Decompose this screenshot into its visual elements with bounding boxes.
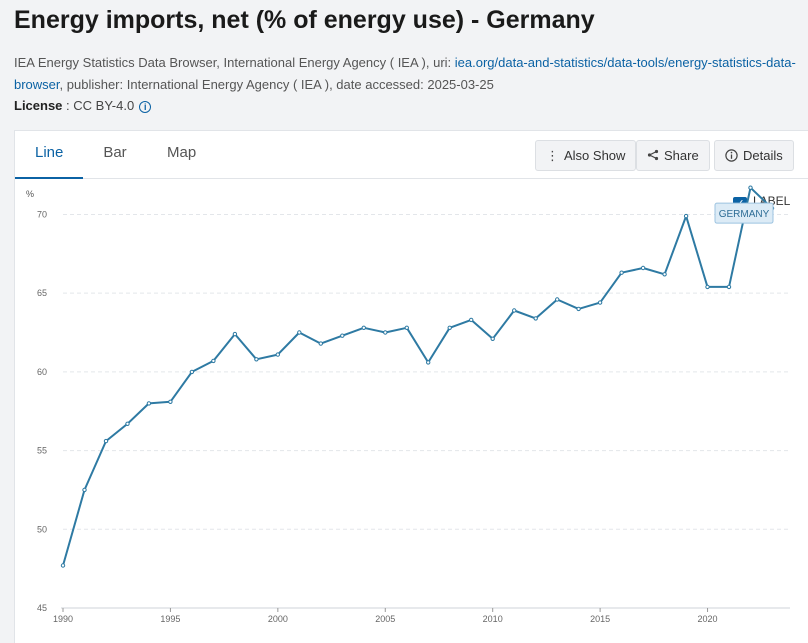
data-point: [683, 213, 689, 219]
data-point: [125, 421, 130, 426]
source-link[interactable]: iea.org/data-and-statistics/data-tools/e…: [14, 55, 796, 92]
data-point: [490, 336, 495, 342]
y-axis-unit-label: %: [26, 189, 34, 199]
data-point: [361, 325, 366, 331]
x-tick-label: 2005: [375, 614, 395, 624]
tab-line[interactable]: Line: [15, 131, 83, 179]
details-button[interactable]: Details: [714, 140, 794, 171]
data-point: [662, 272, 667, 277]
tab-map[interactable]: Map: [167, 144, 197, 161]
data-point: [555, 297, 560, 302]
x-tick-label: 2015: [590, 614, 610, 624]
data-point: [705, 284, 710, 290]
data-point: [748, 185, 753, 190]
data-point: [146, 401, 152, 406]
data-point: [318, 341, 323, 346]
page-title: Energy imports, net (% of energy use) - …: [14, 6, 595, 34]
data-point: [597, 300, 603, 305]
details-label: Details: [743, 148, 783, 163]
data-point: [576, 306, 581, 312]
share-button[interactable]: Share: [636, 140, 710, 171]
data-point: [168, 399, 173, 404]
line-chart: % 45 50 55 60 65 70 1990 1995 2000 2005 2010 2015 202…: [26, 185, 790, 624]
data-point: [383, 330, 388, 335]
share-label: Share: [664, 148, 699, 163]
data-point: [254, 357, 259, 362]
info-circle-icon: [725, 141, 738, 170]
data-point: [82, 487, 87, 493]
data-point: [275, 352, 280, 357]
data-point: [232, 331, 238, 337]
data-point: [619, 270, 624, 275]
x-tick-label: 2000: [268, 614, 288, 624]
data-point: [297, 330, 302, 335]
data-point: [404, 325, 409, 331]
y-tick-label: 60: [37, 367, 47, 377]
more-vertical-icon: ⋮: [546, 148, 559, 163]
license-value: : CC BY-4.0: [62, 98, 135, 113]
x-tick-label: 1990: [53, 614, 73, 624]
source-suffix: , publisher: International Energy Agency…: [59, 77, 494, 92]
y-tick-label: 55: [37, 446, 47, 456]
data-point: [211, 358, 216, 364]
x-tick-label: 1995: [160, 614, 180, 624]
data-point: [726, 284, 732, 290]
tab-bar[interactable]: Bar: [103, 144, 127, 161]
info-icon[interactable]: i: [139, 101, 152, 113]
x-tick-label: 2020: [698, 614, 718, 624]
series-end-label-box: [714, 202, 774, 224]
y-tick-label: 70: [37, 209, 47, 219]
data-point: [189, 369, 195, 375]
data-point: [469, 317, 474, 323]
chart-tabs: Line Bar Map ⋮ Also Show Share Details: [15, 131, 808, 179]
data-point: [640, 265, 646, 271]
data-point: [533, 316, 538, 321]
source-prefix: IEA Energy Statistics Data Browser, Inte…: [14, 55, 455, 70]
license-label: License: [14, 98, 63, 113]
data-point: [447, 325, 452, 331]
data-point: [103, 438, 109, 444]
data-point: [426, 360, 431, 365]
series-line-germany: [62, 186, 773, 566]
data-point: [340, 333, 345, 338]
also-show-label: Also Show: [564, 148, 626, 163]
share-icon: [647, 141, 659, 170]
license: License : CC BY-4.0 i: [14, 98, 152, 113]
also-show-button[interactable]: ⋮ Also Show: [535, 140, 637, 171]
y-tick-label: 65: [37, 288, 47, 298]
y-tick-label: 45: [37, 603, 47, 613]
x-tick-label: 2010: [483, 614, 503, 624]
data-point: [60, 563, 66, 568]
y-tick-label: 50: [37, 524, 47, 534]
data-point: [512, 308, 517, 313]
chart-panel: Line Bar Map ⋮Also Show Share Details ✓L…: [14, 130, 808, 643]
source-citation: IEA Energy Statistics Data Browser, Inte…: [14, 52, 799, 96]
series-end-label: GERMANY: [719, 209, 770, 220]
